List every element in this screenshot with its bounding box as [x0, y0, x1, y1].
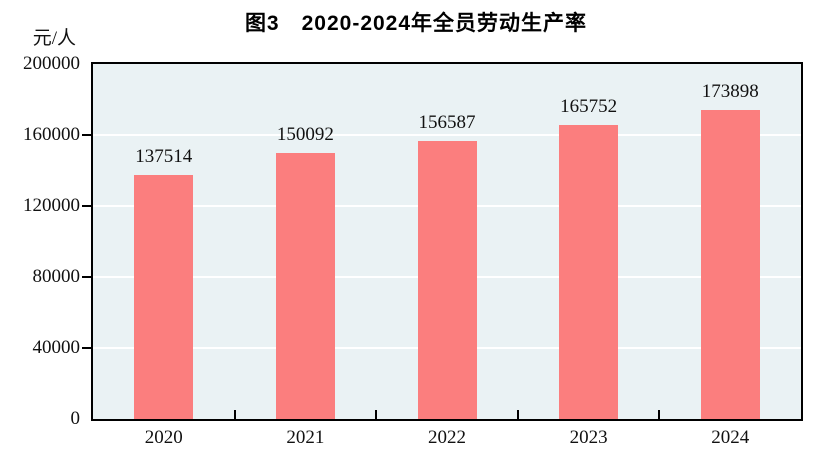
x-axis-tick — [233, 410, 236, 419]
x-axis-tick — [375, 410, 378, 419]
x-axis-tick — [516, 410, 519, 419]
bar-value-label: 156587 — [418, 112, 476, 134]
x-tick-label: 2023 — [569, 427, 608, 448]
bar-2024 — [700, 110, 760, 419]
y-tick-label: 160000 — [23, 124, 80, 145]
y-tick-label: 40000 — [32, 337, 81, 358]
bar-2022 — [417, 141, 477, 419]
y-tick-label: 200000 — [23, 53, 80, 74]
bar-value-label: 150092 — [276, 123, 334, 145]
bar-2023 — [559, 124, 619, 419]
chart-title: 图3 2020-2024年全员劳动生产率 — [244, 12, 588, 35]
y-axis-tick — [82, 134, 91, 136]
bar-2020 — [134, 174, 194, 419]
y-axis-unit-label: 元/人 — [32, 28, 76, 49]
x-tick-label: 2020 — [144, 427, 183, 448]
y-axis-tick — [82, 276, 91, 278]
x-tick-label: 2024 — [711, 427, 750, 448]
bar-value-label: 173898 — [701, 81, 759, 103]
bar-value-label: 165752 — [560, 95, 618, 117]
bar-2021 — [275, 152, 335, 419]
y-tick-label: 80000 — [32, 266, 81, 287]
x-axis-tick — [658, 410, 661, 419]
y-axis-tick — [82, 347, 91, 349]
plot-area: 137514 150092 156587 165752 173898 — [91, 62, 803, 421]
bar-value-label: 137514 — [135, 145, 193, 167]
y-tick-label: 0 — [70, 408, 81, 429]
x-tick-label: 2021 — [286, 427, 325, 448]
y-axis-tick — [82, 205, 91, 207]
x-tick-label: 2022 — [428, 427, 466, 448]
y-tick-label: 120000 — [23, 195, 80, 216]
gridline — [93, 134, 801, 136]
